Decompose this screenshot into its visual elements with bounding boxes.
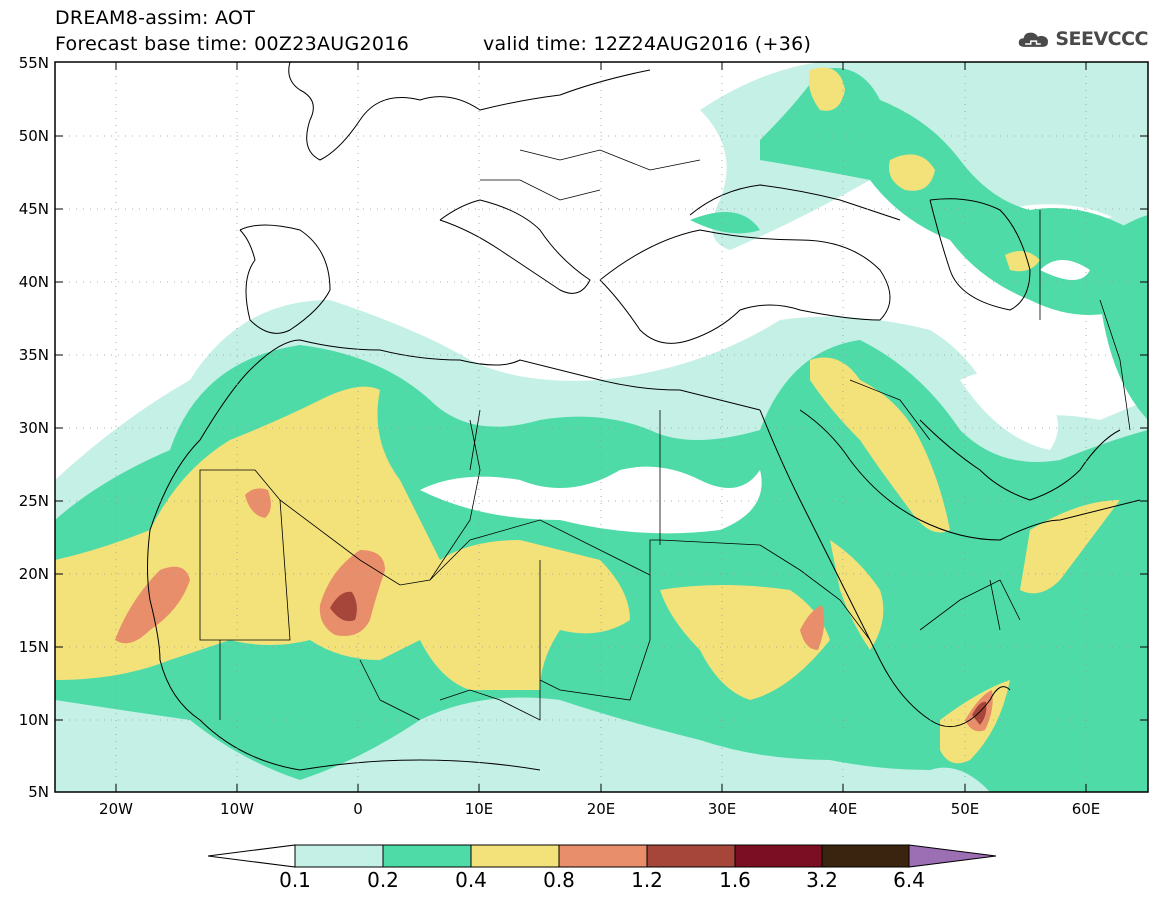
lon-label: 30E	[708, 800, 737, 818]
lat-label: 5N	[28, 783, 49, 801]
colorbar-low-arrow	[207, 844, 296, 868]
color-bar	[207, 844, 997, 868]
lat-label: 30N	[19, 419, 49, 437]
lat-label: 15N	[19, 638, 49, 656]
axis-ticks	[55, 61, 1148, 793]
colorbar-label: 1.6	[719, 868, 751, 892]
lat-label: 55N	[19, 54, 49, 72]
map-field	[55, 62, 1148, 792]
colorbar-segment	[382, 844, 472, 868]
colorbar-segment	[734, 844, 823, 868]
clear-areas	[420, 260, 1090, 534]
colorbar-label: 0.2	[367, 868, 399, 892]
lon-label: 0	[353, 800, 363, 818]
seevccc-logo: SEEVCCC	[1018, 24, 1148, 54]
logo-text: SEEVCCC	[1055, 28, 1148, 50]
lat-label: 50N	[19, 127, 49, 145]
colorbar-segment	[470, 844, 560, 868]
lon-label: 60E	[1072, 800, 1101, 818]
country-borders	[199, 149, 1131, 721]
colorbar-segment	[646, 844, 736, 868]
lon-label: 20E	[587, 800, 616, 818]
lat-labels: 55N 50N 45N 40N 35N 30N 25N 20N 15N 10N …	[19, 54, 49, 801]
aot-level-1.2	[330, 591, 987, 725]
colorbar-label: 0.4	[455, 868, 487, 892]
lon-label: 10W	[220, 800, 254, 818]
lon-label: 40E	[829, 800, 858, 818]
colorbar-high-arrow	[908, 844, 997, 868]
lat-label: 25N	[19, 492, 49, 510]
colorbar-label: 3.2	[806, 868, 838, 892]
map-title: DREAM8-assim: AOT	[55, 7, 256, 29]
graticule	[55, 62, 1148, 792]
colorbar-label: 0.8	[543, 868, 575, 892]
lat-label: 10N	[19, 711, 49, 729]
lon-labels: 20W 10W 0 10E 20E 30E 40E 50E 60E	[99, 800, 1100, 818]
lat-label: 40N	[19, 273, 49, 291]
colorbar-label: 0.1	[279, 868, 311, 892]
coastlines	[147, 62, 1141, 771]
cloud-icon	[1018, 32, 1048, 47]
lon-label: 50E	[951, 800, 980, 818]
colorbar-segment	[558, 844, 648, 868]
forecast-base-time: Forecast base time: 00Z23AUG2016	[55, 33, 410, 55]
lat-label: 45N	[19, 200, 49, 218]
valid-time: valid time: 12Z24AUG2016 (+36)	[483, 33, 812, 55]
colorbar-label: 6.4	[893, 868, 925, 892]
lon-label: 20W	[99, 800, 133, 818]
lat-label: 35N	[19, 346, 49, 364]
colorbar-segment	[821, 844, 910, 868]
colorbar-segment	[294, 844, 384, 868]
lat-label: 20N	[19, 565, 49, 583]
lon-label: 10E	[465, 800, 494, 818]
aot-level-0.4	[55, 67, 1120, 764]
colorbar-label: 1.2	[631, 868, 663, 892]
